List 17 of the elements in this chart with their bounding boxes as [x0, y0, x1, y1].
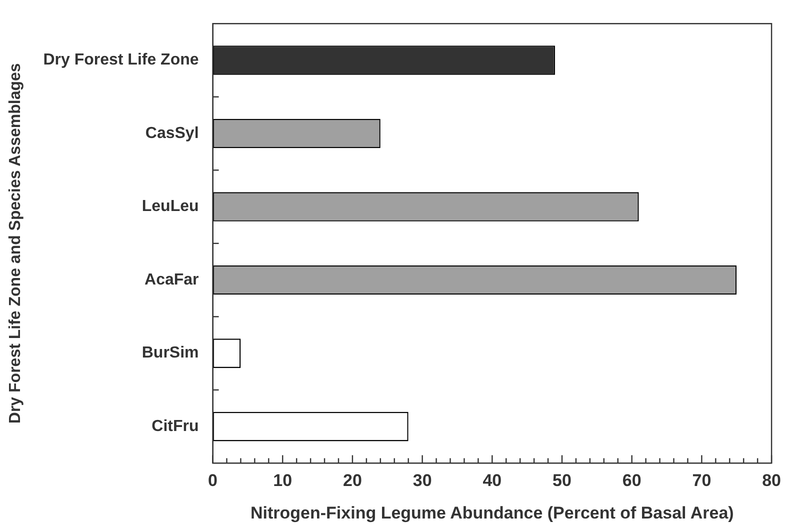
x-tick-label: 50	[552, 471, 572, 490]
x-tick-label: 30	[412, 471, 432, 490]
y-tick-label: CasSyl	[145, 124, 199, 142]
x-tick-label: 40	[482, 471, 502, 490]
x-tick-label: 70	[692, 471, 712, 490]
y-tick-label: AcaFar	[144, 271, 199, 288]
y-tick-label: LeuLeu	[142, 198, 199, 216]
y-axis-title: Dry Forest Life Zone and Species Assemblages	[7, 63, 24, 424]
y-tick-label: Dry Forest Life Zone	[43, 52, 199, 69]
x-tick-label: 0	[208, 471, 218, 490]
y-tick-label: BurSim	[142, 344, 199, 362]
x-tick-label: 20	[343, 471, 362, 490]
x-axis-title: Nitrogen-Fixing Legume Abundance (Percent of Basal Area)	[250, 503, 734, 522]
x-tick-label: 80	[762, 471, 782, 490]
x-tick-label: 60	[622, 471, 642, 490]
x-tick-label: 10	[273, 471, 292, 490]
y-tick-label: CitFru	[152, 418, 199, 435]
